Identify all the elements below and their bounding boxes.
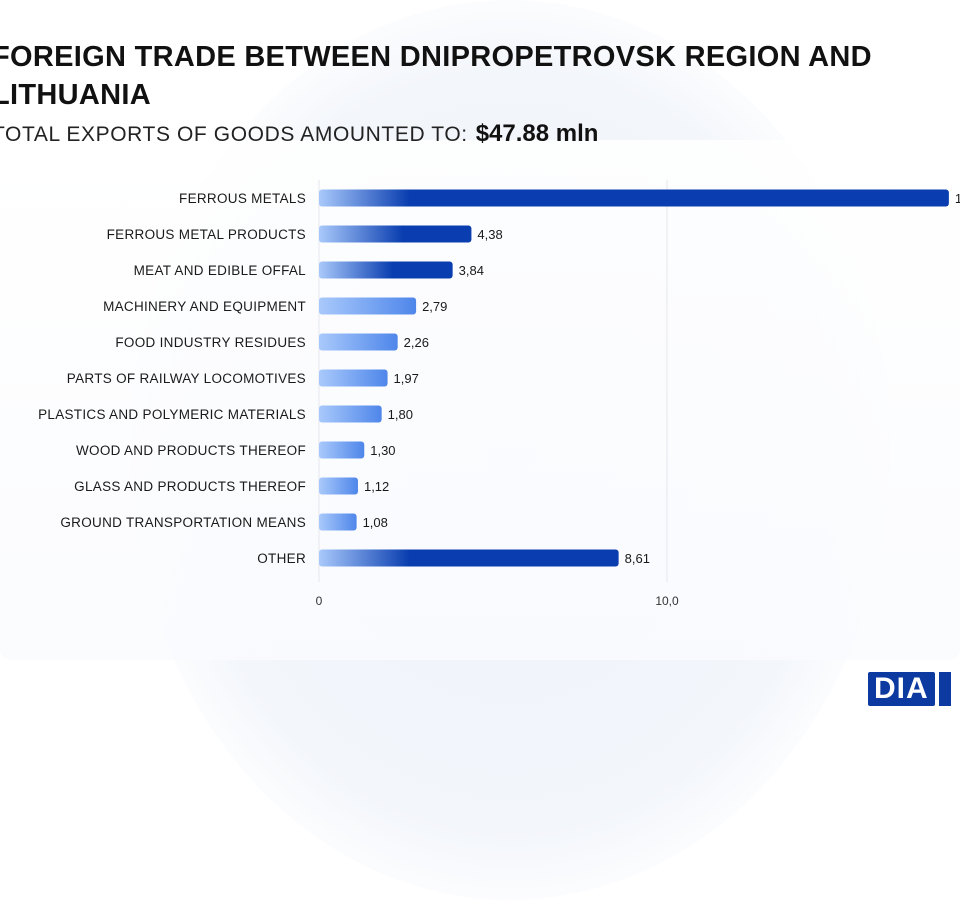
bar (319, 297, 417, 315)
value-label: 3,84 (459, 263, 484, 278)
chart-subtitle: TOTAL EXPORTS OF GOODS AMOUNTED TO: $47.8… (0, 120, 598, 148)
value-label: 1,80 (388, 407, 413, 422)
subtitle-label: TOTAL EXPORTS OF GOODS AMOUNTED TO: (0, 123, 468, 146)
category-label: OTHER (257, 551, 306, 566)
value-label: 8,61 (625, 551, 650, 566)
category-label: FOOD INDUSTRY RESIDUES (115, 335, 306, 350)
category-label: MACHINERY AND EQUIPMENT (103, 299, 306, 314)
category-label: PARTS OF RAILWAY LOCOMOTIVES (67, 371, 306, 386)
bar (319, 369, 388, 387)
grid-layer: 0 10,0 (316, 180, 679, 608)
value-label: 4,38 (477, 227, 502, 242)
total-exports-value: $47.88 mln (475, 120, 599, 147)
category-label: GROUND TRANSPORTATION MEANS (60, 515, 306, 530)
plot-background (0, 140, 960, 660)
logo-text: DIA (868, 672, 935, 706)
bar (319, 549, 619, 567)
bar-chart: 010,0 FERROUS METALS18FERROUS METAL PROD… (38, 180, 960, 608)
x-tick-label: 0 (316, 594, 323, 608)
value-label: 2,79 (422, 299, 447, 314)
bar (319, 225, 472, 243)
bars-layer (319, 189, 949, 567)
value-label: 1,30 (370, 443, 395, 458)
category-label: MEAT AND EDIBLE OFFAL (134, 263, 307, 278)
logo-mark (938, 672, 951, 706)
category-label: FERROUS METALS (179, 191, 306, 206)
bar (319, 477, 358, 495)
bar (319, 441, 365, 459)
bar (319, 333, 398, 351)
chart-title: FOREIGN TRADE BETWEEN DNIPROPETROVSK REG… (0, 41, 872, 111)
category-label: PLASTICS AND POLYMERIC MATERIALS (38, 407, 306, 422)
bar (319, 189, 949, 207)
x-tick-label: 10,0 (655, 594, 679, 608)
bar (319, 405, 382, 423)
category-label: FERROUS METAL PRODUCTS (107, 227, 306, 242)
value-label: 1,12 (364, 479, 389, 494)
dia-logo: DIA (868, 670, 951, 708)
bar (319, 261, 453, 279)
value-label: 1,08 (363, 515, 388, 530)
labels-layer: FERROUS METALS 18 FERROUS METAL PRODUCTS 4,… (38, 191, 960, 566)
value-label: 2,26 (404, 335, 429, 350)
category-label: WOOD AND PRODUCTS THEREOF (76, 443, 306, 458)
value-label: 1,97 (394, 371, 419, 386)
category-label: GLASS AND PRODUCTS THEREOF (74, 479, 306, 494)
value-label: 18 (955, 191, 960, 206)
bar (319, 513, 357, 531)
